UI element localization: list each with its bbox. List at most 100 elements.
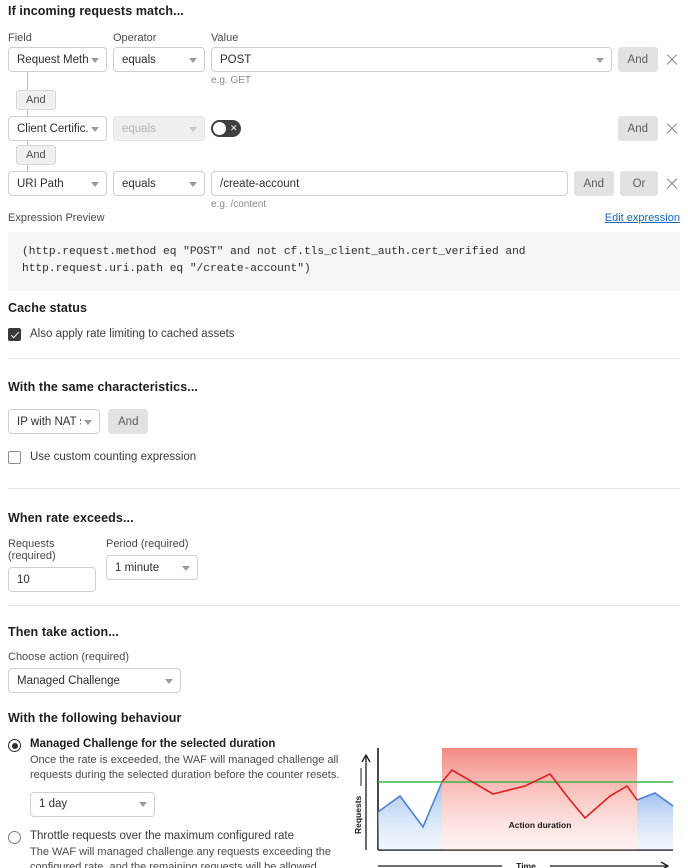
close-icon[interactable] [664, 52, 680, 68]
column-header-value: Value [211, 32, 239, 44]
table-row: Request Meth... equals POST e.g. GET And [8, 47, 680, 86]
behaviour-option-1: Throttle requests over the maximum confi… [8, 830, 345, 868]
edit-expression-link[interactable]: Edit expression [604, 212, 680, 224]
and-button-0[interactable]: And [617, 47, 658, 72]
cached-assets-checkbox[interactable] [8, 328, 21, 341]
requests-label: Requests (required) [8, 538, 56, 562]
chart-x-label: Time [516, 861, 536, 868]
cached-assets-label: Also apply rate limiting to cached asset… [30, 328, 235, 341]
rule-rows: Request Meth... equals POST e.g. GET And [8, 47, 680, 210]
field-select-1-label: Client Certific... [17, 122, 88, 135]
and-connector-1: And [8, 145, 680, 167]
value-cell-0: POST e.g. GET [211, 47, 612, 86]
expression-preview-label: Expression Preview [8, 212, 105, 224]
requests-input[interactable]: 10 [8, 567, 96, 592]
operator-select-2-label: equals [122, 177, 156, 190]
toggle-off-icon: ✕ [230, 123, 238, 133]
behaviour-option-1-title: Throttle requests over the maximum confi… [30, 829, 294, 842]
cache-status-title: Cache status [8, 301, 88, 315]
value-input-2-text: /create-account [220, 177, 300, 190]
characteristics-and-button[interactable]: And [108, 409, 149, 434]
choose-action-label: Choose action (required) [8, 651, 130, 663]
chevron-down-icon [91, 181, 99, 187]
chevron-down-icon [91, 126, 99, 132]
expression-preview-text: (http.request.method eq "POST" and not c… [8, 232, 680, 291]
field-select-0-label: Request Meth... [17, 53, 88, 66]
period-select[interactable]: 1 minute [106, 555, 198, 580]
characteristic-select-label: IP with NAT s... [17, 415, 81, 428]
custom-counting-checkbox[interactable] [8, 451, 21, 464]
toggle-knob [213, 122, 226, 135]
divider-3 [8, 605, 680, 606]
period-select-label: 1 minute [115, 561, 160, 574]
and-connector-chip[interactable]: And [16, 90, 56, 110]
chevron-down-icon [595, 57, 604, 63]
connector-line-1 [27, 72, 28, 90]
rate-controls: Requests (required) 10 Period (required)… [8, 538, 680, 592]
match-section: If incoming requests match... Field Oper… [8, 4, 680, 210]
cert-verified-toggle[interactable]: ✕ [211, 120, 241, 137]
behaviour-title: With the following behaviour [8, 711, 182, 725]
rate-title: When rate exceeds... [8, 511, 134, 525]
operator-select-2[interactable]: equals [113, 171, 205, 196]
duration-select[interactable]: 1 day [30, 791, 155, 817]
value-helper-0: e.g. GET [211, 75, 252, 86]
value-input-2[interactable]: /create-account [211, 171, 568, 196]
field-select-0[interactable]: Request Meth... [8, 47, 107, 72]
or-button-2[interactable]: Or [620, 171, 658, 196]
operator-select-0-label: equals [122, 53, 156, 66]
field-select-2[interactable]: URI Path [8, 171, 107, 196]
match-section-title: If incoming requests match... [8, 4, 184, 18]
period-field-group: Period (required) 1 minute [106, 538, 198, 592]
value-cell-1: ✕ [211, 116, 612, 137]
action-duration-band [442, 748, 637, 850]
field-select-1[interactable]: Client Certific... [8, 116, 107, 141]
chevron-down-icon [182, 565, 190, 571]
row-actions-1: And [617, 116, 680, 141]
field-select-2-label: URI Path [17, 177, 64, 190]
behaviour-option-0-body: Managed Challenge for the selected durat… [30, 738, 342, 817]
chevron-down-icon [84, 419, 92, 425]
behaviour-option-1-body: Throttle requests over the maximum confi… [30, 830, 345, 868]
behaviour-radio-0[interactable] [8, 739, 21, 752]
chevron-down-icon [139, 802, 147, 808]
table-row: Client Certific... equals ✕ And [8, 116, 680, 141]
custom-counting-row: Use custom counting expression [8, 451, 680, 464]
and-connector-chip[interactable]: And [16, 145, 56, 165]
characteristic-select[interactable]: IP with NAT s... [8, 409, 100, 434]
behaviour-radio-1[interactable] [8, 830, 21, 844]
behaviour-body: Managed Challenge for the selected durat… [8, 738, 680, 868]
operator-select-1-label: equals [122, 122, 156, 135]
chevron-down-icon [91, 57, 99, 63]
action-title: Then take action... [8, 625, 119, 639]
row-actions-2: And Or [573, 171, 680, 196]
expression-preview-header: Expression Preview Edit expression [8, 212, 680, 224]
requests-field-group: Requests (required) 10 [8, 538, 96, 592]
cache-status-section: Cache status Also apply rate limiting to… [8, 301, 680, 341]
characteristics-section: With the same characteristics... IP with… [8, 380, 680, 464]
rate-section: When rate exceeds... Requests (required)… [8, 511, 680, 592]
chart-series-exceeded [441, 768, 638, 820]
operator-select-0[interactable]: equals [113, 47, 205, 72]
and-button-1[interactable]: And [617, 116, 658, 141]
column-header-operator: Operator [113, 32, 157, 44]
and-button-2[interactable]: And [573, 171, 614, 196]
divider-2 [8, 488, 680, 489]
operator-select-1: equals [113, 116, 205, 141]
expression-preview-section: Expression Preview Edit expression (http… [8, 212, 680, 291]
close-icon[interactable] [664, 176, 680, 192]
behaviour-option-1-desc: The WAF will managed challenge any reque… [30, 845, 332, 868]
value-select-0[interactable]: POST [211, 47, 612, 72]
behaviour-option-0-desc: Once the rate is exceeded, the WAF will … [30, 754, 340, 781]
action-select-label: Managed Challenge [17, 674, 120, 687]
value-select-0-label: POST [220, 53, 252, 66]
cache-checkbox-row: Also apply rate limiting to cached asset… [8, 328, 680, 341]
requests-input-value: 10 [17, 573, 30, 586]
column-header-field: Field [8, 32, 32, 44]
close-icon[interactable] [664, 121, 680, 137]
custom-counting-label: Use custom counting expression [30, 451, 197, 464]
action-section: Then take action... Choose action (requi… [8, 625, 680, 693]
chevron-down-icon [189, 181, 197, 187]
action-select[interactable]: Managed Challenge [8, 668, 181, 693]
